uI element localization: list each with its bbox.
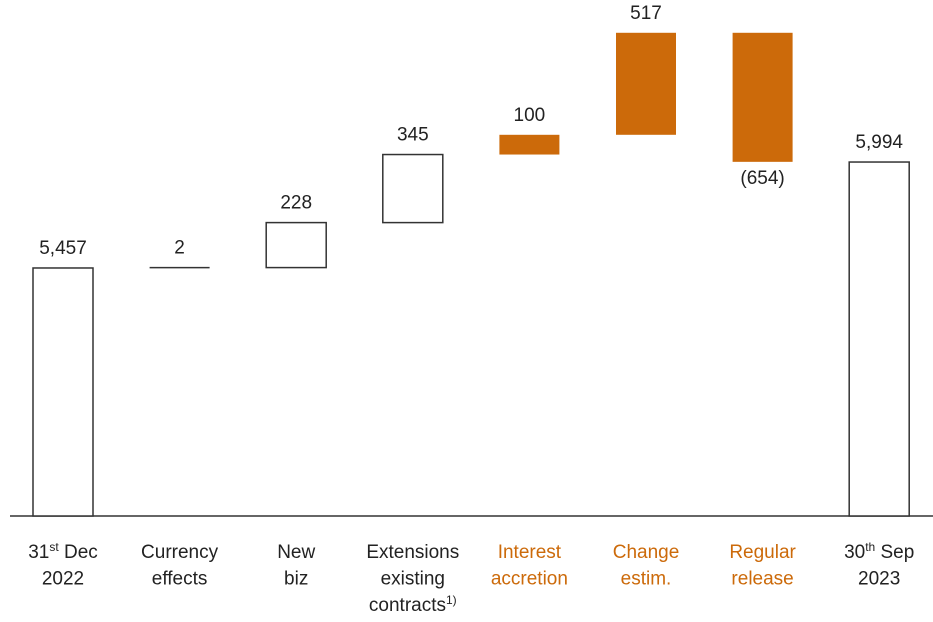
category-label: Extensions xyxy=(366,542,459,563)
category-label-part: effects xyxy=(152,569,208,590)
category-label: Interest xyxy=(498,542,562,563)
category-label-part: biz xyxy=(284,569,308,590)
category-label: Regular xyxy=(729,542,796,563)
category-label: contracts1) xyxy=(369,593,457,616)
category-label: New xyxy=(277,542,315,563)
category-label-part: existing xyxy=(381,569,445,590)
category-label-part: estim. xyxy=(621,569,672,590)
category-label: release xyxy=(731,569,793,590)
value-label: 517 xyxy=(630,3,662,24)
value-label: 5,457 xyxy=(39,238,87,259)
category-label: 2023 xyxy=(858,569,900,590)
category-label-part: Dec xyxy=(59,542,98,563)
bar xyxy=(382,153,444,224)
category-label: estim. xyxy=(621,569,672,590)
category-label-part: Extensions xyxy=(366,542,459,563)
category-label-part: 31 xyxy=(28,542,49,563)
bar xyxy=(616,32,676,135)
bar xyxy=(732,32,793,162)
category-label-sup: st xyxy=(49,540,59,554)
category-label-sup: th xyxy=(865,540,875,554)
category-label-part: Change xyxy=(613,542,680,563)
value-label: (654) xyxy=(740,168,784,189)
category-label: 2022 xyxy=(42,569,84,590)
bar xyxy=(32,267,94,517)
category-label-part: contracts xyxy=(369,595,446,616)
bar xyxy=(848,161,910,517)
category-label-part: 2022 xyxy=(42,569,84,590)
category-label-part: release xyxy=(731,569,793,590)
category-label: Change xyxy=(613,542,680,563)
category-label-part: accretion xyxy=(491,569,568,590)
category-label-part: 30 xyxy=(844,542,865,563)
value-label: 2 xyxy=(174,238,185,259)
value-label: 5,994 xyxy=(855,132,903,153)
category-label-part: Interest xyxy=(498,542,562,563)
value-label: 100 xyxy=(514,105,546,126)
category-label-part: Sep xyxy=(875,542,914,563)
value-label: 228 xyxy=(280,193,312,214)
category-label-part: New xyxy=(277,542,315,563)
category-label-part: 2023 xyxy=(858,569,900,590)
category-label-part: Currency xyxy=(141,542,219,563)
category-label: Currency xyxy=(141,542,219,563)
category-label-part: Regular xyxy=(729,542,796,563)
value-label: 345 xyxy=(397,125,429,146)
category-label: biz xyxy=(284,569,308,590)
bar xyxy=(265,221,327,269)
category-label: effects xyxy=(152,569,208,590)
category-label: 31st Dec xyxy=(28,540,98,563)
category-label: 30th Sep xyxy=(844,540,914,563)
category-label: accretion xyxy=(491,569,568,590)
category-label-sup: 1) xyxy=(446,593,457,607)
bar xyxy=(499,134,560,155)
category-label: existing xyxy=(381,569,445,590)
